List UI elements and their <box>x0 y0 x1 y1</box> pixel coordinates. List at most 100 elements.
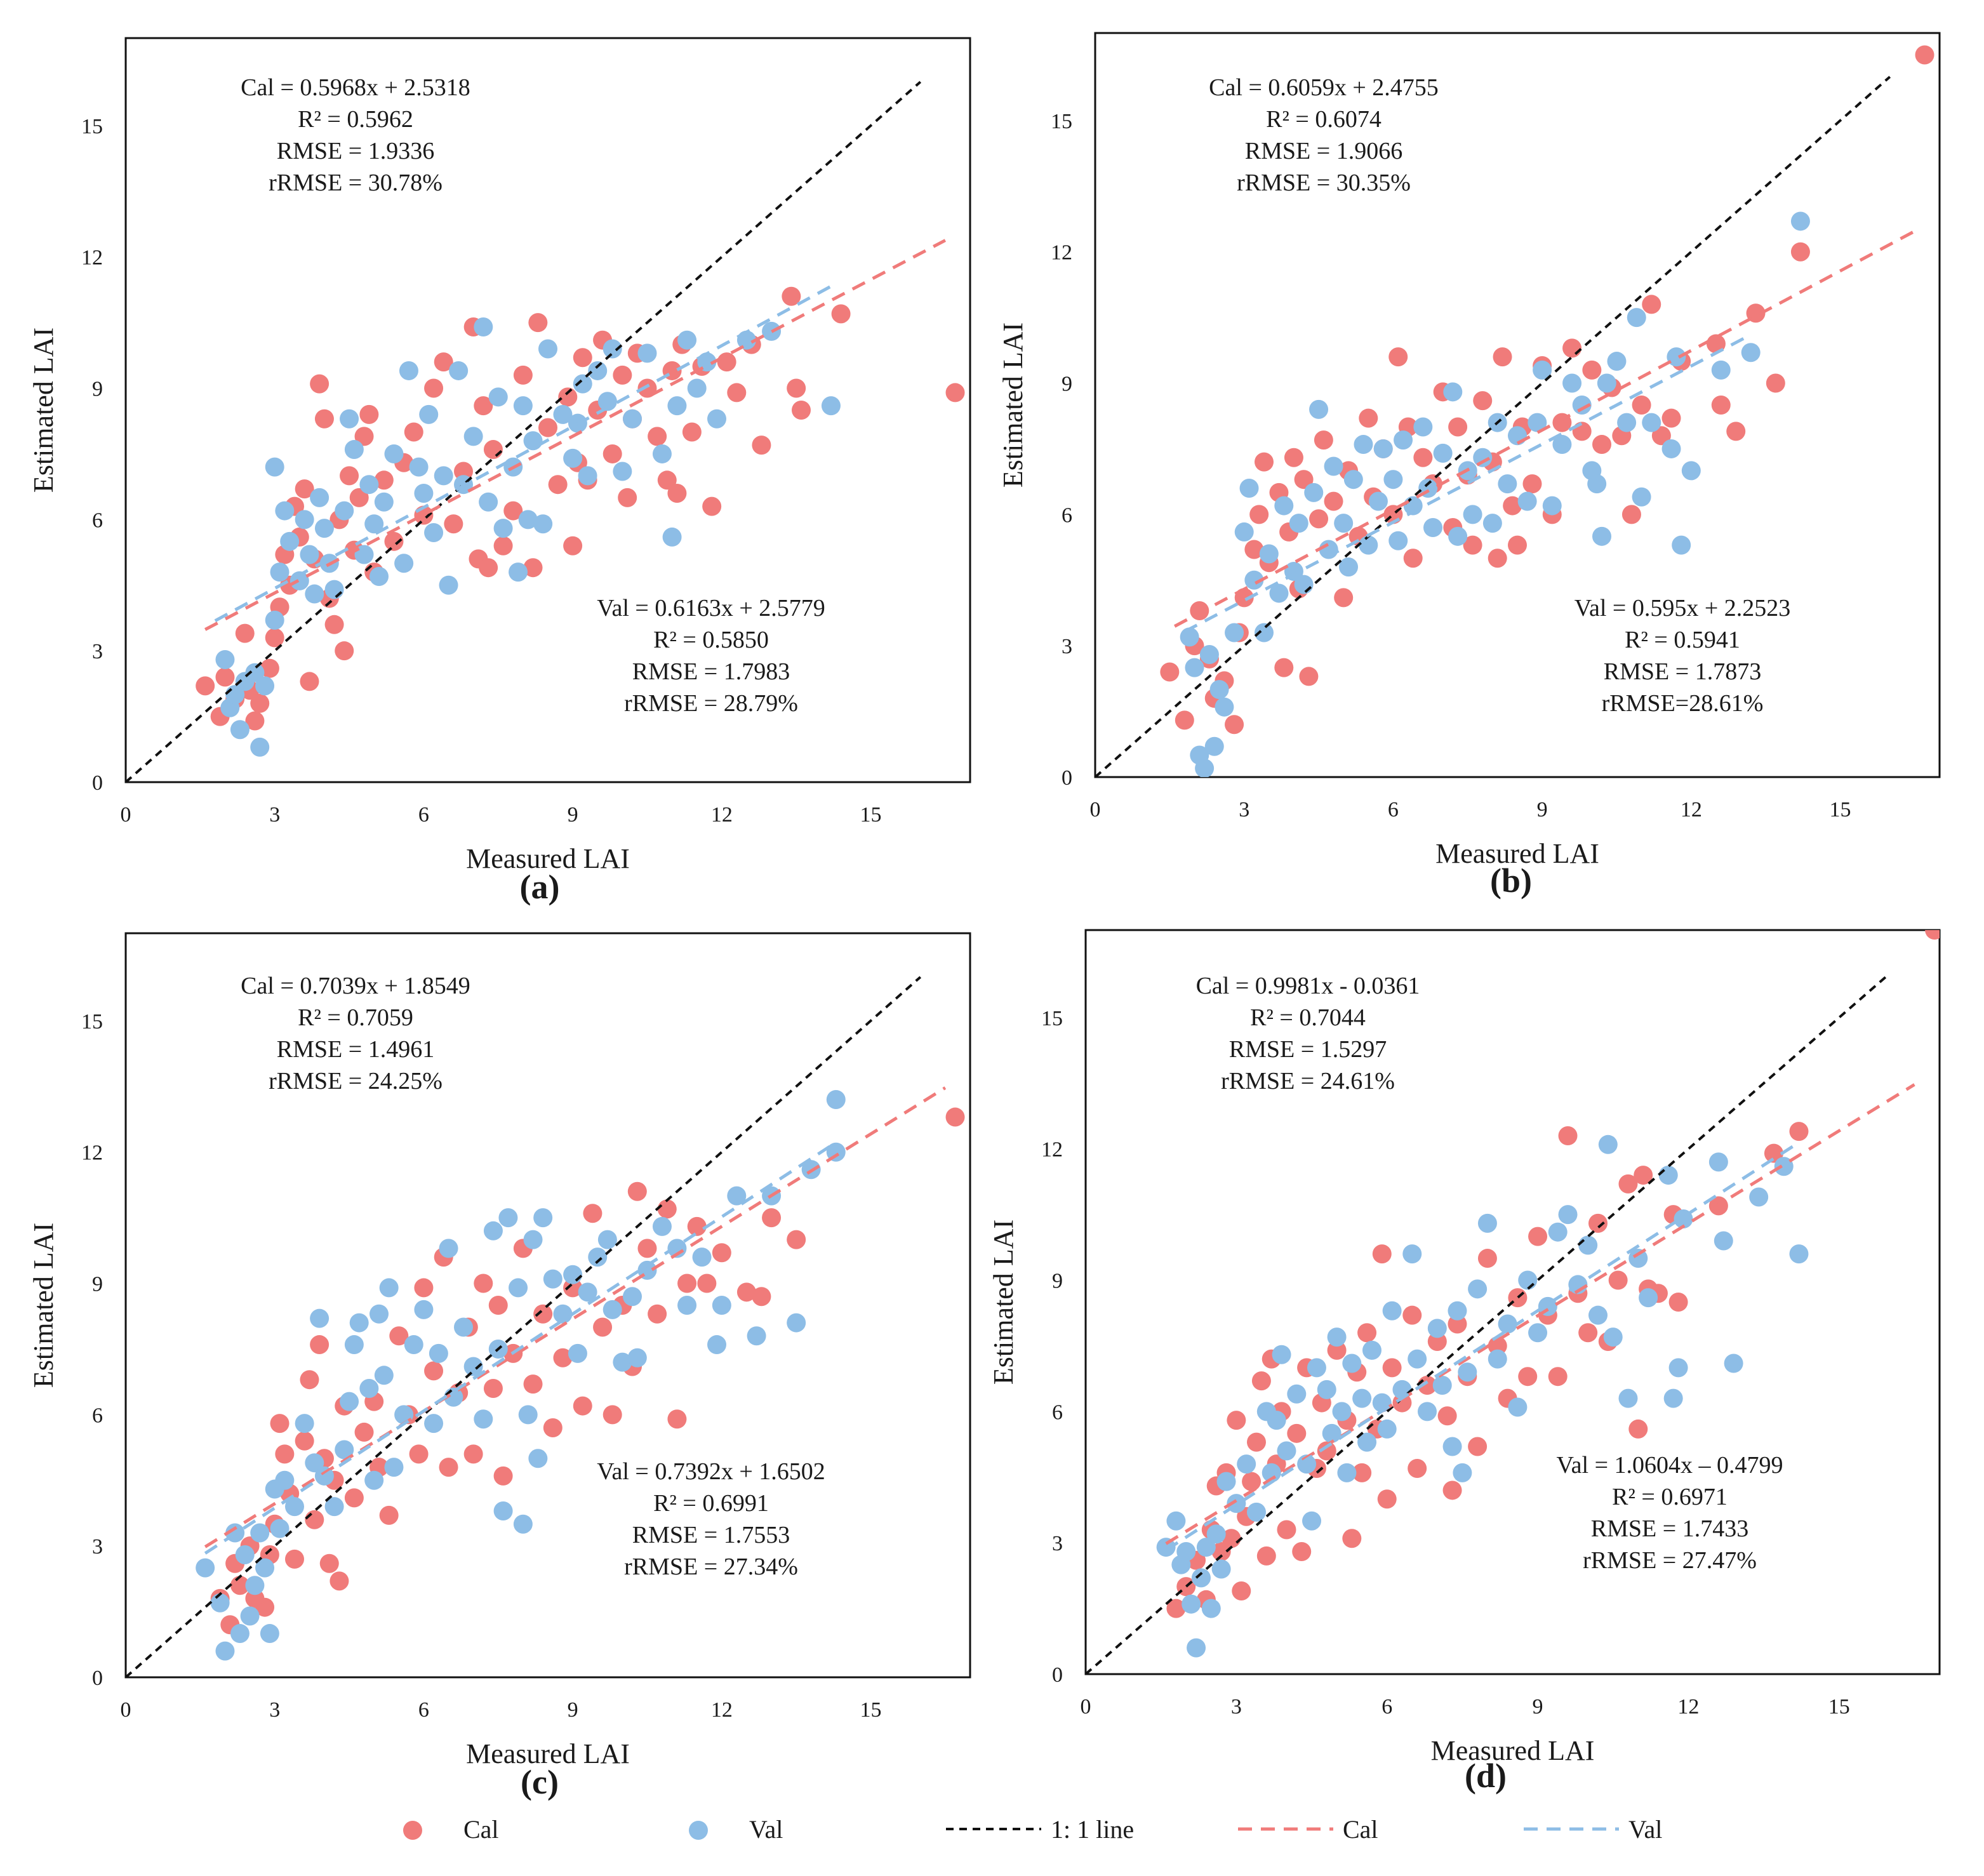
legend-marker <box>403 1821 422 1840</box>
cal-point <box>1642 295 1661 314</box>
cal-point <box>300 672 319 691</box>
val-point <box>543 1269 563 1289</box>
val-fit-line <box>204 1141 837 1555</box>
val-point <box>747 1326 766 1346</box>
cal-stat-line: R² = 0.5962 <box>298 106 413 133</box>
cal-point <box>374 470 394 490</box>
cal-point <box>389 1326 409 1346</box>
val-point <box>1542 496 1562 516</box>
val-point <box>463 427 483 446</box>
cal-stat-line: rRMSE = 24.61% <box>1221 1068 1395 1094</box>
chart-panel: 0 3 6 9 12 15 0 3 6 9 12 15 Measured LAI Estimated LA… <box>997 32 1941 900</box>
cal-stat-line: rRMSE = 30.35% <box>1237 170 1411 196</box>
cal-point <box>1342 1529 1362 1548</box>
val-point <box>1289 514 1308 533</box>
cal-point <box>1392 1393 1412 1413</box>
val-point <box>1741 343 1761 363</box>
cal-point <box>787 378 806 398</box>
y-tick-label: 9 <box>92 378 103 401</box>
val-point <box>1362 1340 1381 1360</box>
x-tick-label: 3 <box>1239 798 1249 822</box>
val-point <box>1199 644 1219 664</box>
val-point <box>637 343 657 363</box>
val-point <box>374 1366 394 1385</box>
val-point <box>712 1296 731 1315</box>
val-point <box>1642 413 1661 432</box>
cal-point <box>687 1216 707 1236</box>
val-point <box>1432 1375 1452 1395</box>
val-point <box>1368 491 1388 511</box>
val-point <box>627 1348 647 1367</box>
x-tick-label: 9 <box>568 1698 578 1722</box>
val-point <box>384 444 404 463</box>
val-point <box>434 466 453 486</box>
cal-point <box>618 488 637 507</box>
cal-point <box>483 1378 503 1398</box>
x-axis-title: Measured LAI <box>466 843 630 874</box>
val-point <box>1339 557 1358 577</box>
cal-point <box>1488 1336 1507 1355</box>
cal-point <box>613 365 632 385</box>
cal-point <box>1706 334 1726 354</box>
val-point <box>1448 1301 1467 1321</box>
val-point <box>1215 697 1234 717</box>
y-tick-label: 15 <box>1041 1007 1063 1030</box>
cal-point <box>1562 338 1582 358</box>
val-point <box>553 404 573 424</box>
val-point <box>1488 1349 1507 1369</box>
cal-point <box>260 658 279 678</box>
val-point <box>652 1216 672 1236</box>
val-stat-line: rRMSE=28.61% <box>1602 690 1764 717</box>
val-point <box>1598 1134 1618 1154</box>
val-stat-line: RMSE = 1.7553 <box>632 1522 790 1548</box>
cal-point <box>1211 1541 1231 1561</box>
cal-point <box>215 667 235 687</box>
cal-fit-line <box>204 239 947 631</box>
val-point <box>1185 658 1204 677</box>
val-point <box>1309 399 1329 419</box>
cal-point <box>787 1230 806 1249</box>
x-axis-title: Measured LAI <box>1431 1735 1595 1766</box>
cal-point <box>245 711 265 731</box>
chart-panel: 0 3 6 9 12 15 0 3 6 9 12 15 Measured LAI Estimated LA… <box>28 932 971 1801</box>
val-point <box>384 1458 404 1477</box>
val-point <box>230 720 250 740</box>
x-axis-title: Measured LAI <box>1435 838 1599 869</box>
cal-point <box>344 1488 364 1508</box>
val-point <box>483 1221 503 1241</box>
val-point <box>210 1593 230 1613</box>
val-point <box>1354 435 1373 455</box>
val-point <box>1408 1349 1427 1369</box>
x-tick-label: 9 <box>1537 798 1548 822</box>
val-point <box>787 1313 806 1333</box>
cal-point <box>513 365 533 385</box>
cal-stat-line: Cal = 0.9981x - 0.0361 <box>1196 973 1420 999</box>
val-point <box>597 392 617 411</box>
val-point <box>1592 526 1611 546</box>
plot-area <box>1095 45 1934 777</box>
val-point <box>1359 535 1378 555</box>
val-point <box>439 575 458 595</box>
cal-stat-line: RMSE = 1.9336 <box>277 138 434 164</box>
cal-point <box>543 1418 563 1438</box>
cal-point <box>1427 1332 1447 1352</box>
cal-point <box>454 462 473 481</box>
legend-item: Cal <box>403 1815 499 1844</box>
panels: 0 3 6 9 12 15 0 3 6 9 12 15 Measured LAI Estimated LA… <box>28 32 1941 1801</box>
val-point <box>1211 1559 1231 1579</box>
cal-point <box>1608 1270 1628 1290</box>
x-tick-label: 6 <box>418 803 429 827</box>
val-point <box>1201 1599 1221 1618</box>
plot-area <box>126 81 965 782</box>
x-tick-label: 6 <box>1381 1695 1392 1719</box>
val-point <box>1668 1358 1688 1378</box>
val-point <box>568 1343 587 1363</box>
x-tick-label: 15 <box>860 803 882 827</box>
cal-point <box>1915 45 1934 65</box>
cal-point <box>255 1597 275 1617</box>
val-point <box>533 1208 553 1228</box>
val-point <box>474 317 493 337</box>
val-point <box>563 1265 583 1284</box>
val-point <box>394 1405 414 1425</box>
cal-point <box>340 466 359 486</box>
